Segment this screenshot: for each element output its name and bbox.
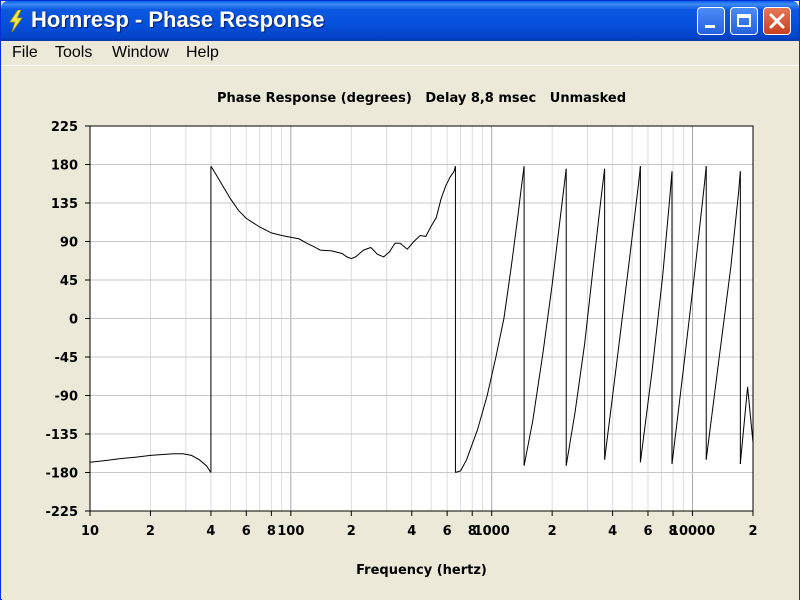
x-tick-label: 1000 [474, 524, 510, 539]
y-tick-label: -225 [45, 505, 78, 520]
x-tick-label: 2 [347, 524, 356, 539]
phase-curve-segment [523, 168, 567, 466]
maximize-icon [737, 14, 751, 27]
menu-bar: File Tools Window Help [2, 41, 799, 66]
close-button[interactable] [763, 7, 791, 35]
x-tick-label: 8 [468, 524, 477, 539]
plot-border [89, 125, 754, 512]
x-tick-label: 6 [443, 524, 452, 539]
phase-curve-segment [739, 386, 754, 464]
x-tick-label: 10000 [670, 524, 715, 539]
minimize-icon [705, 25, 715, 28]
phase-curve-segment [455, 166, 525, 473]
phase-curve-segment [639, 171, 673, 463]
y-tick-label: -45 [55, 351, 79, 366]
maximize-button[interactable] [730, 7, 758, 35]
phase-curve-segment [210, 165, 456, 260]
x-axis-label: Frequency (hertz) [356, 563, 487, 578]
x-tick-label: 100 [277, 524, 304, 539]
x-tick-label: 4 [608, 524, 617, 539]
y-tick-label: 90 [60, 236, 78, 251]
y-tick-label: 135 [51, 197, 78, 212]
minimize-button[interactable] [697, 7, 725, 35]
phase-curve-segment [604, 166, 641, 460]
phase-curve-segment [89, 453, 212, 473]
x-tick-label: 8 [669, 524, 678, 539]
window-title: Hornresp - Phase Response [31, 7, 325, 32]
phase-curve-segment [565, 168, 606, 466]
x-tick-label: 4 [206, 524, 215, 539]
y-tick-label: 45 [60, 274, 78, 289]
menu-file[interactable]: File [12, 44, 38, 61]
x-tick-label: 6 [242, 524, 251, 539]
close-icon [769, 13, 785, 29]
x-tick-label: 2 [748, 524, 757, 539]
x-tick-label: 6 [643, 524, 652, 539]
chart-title: Phase Response (degrees) Delay 8,8 msec … [217, 91, 626, 106]
x-tick-label: 4 [407, 524, 416, 539]
lightning-icon [9, 10, 23, 32]
menu-help[interactable]: Help [186, 44, 219, 61]
x-tick-label: 10 [81, 524, 99, 539]
y-tick-label: -135 [45, 428, 78, 443]
x-tick-label: 8 [267, 524, 276, 539]
chart-area: 225 180 135 90 45 0 -45 -90 -135 -180 -225 10 2 4 6 8 10… [2, 66, 799, 600]
y-tick-label: 0 [69, 313, 78, 328]
phase-curve-segment [671, 166, 707, 464]
x-tick-label: 2 [146, 524, 155, 539]
y-tick-label: 180 [51, 159, 78, 174]
menu-window[interactable]: Window [112, 44, 169, 61]
title-bar[interactable]: Hornresp - Phase Response [1, 1, 799, 41]
y-tick-label: -90 [55, 390, 79, 405]
y-tick-label: -180 [45, 467, 78, 482]
menu-tools[interactable]: Tools [55, 44, 93, 61]
phase-curve-segment [705, 171, 741, 460]
y-tick-label: 225 [51, 120, 78, 135]
x-tick-label: 2 [548, 524, 557, 539]
